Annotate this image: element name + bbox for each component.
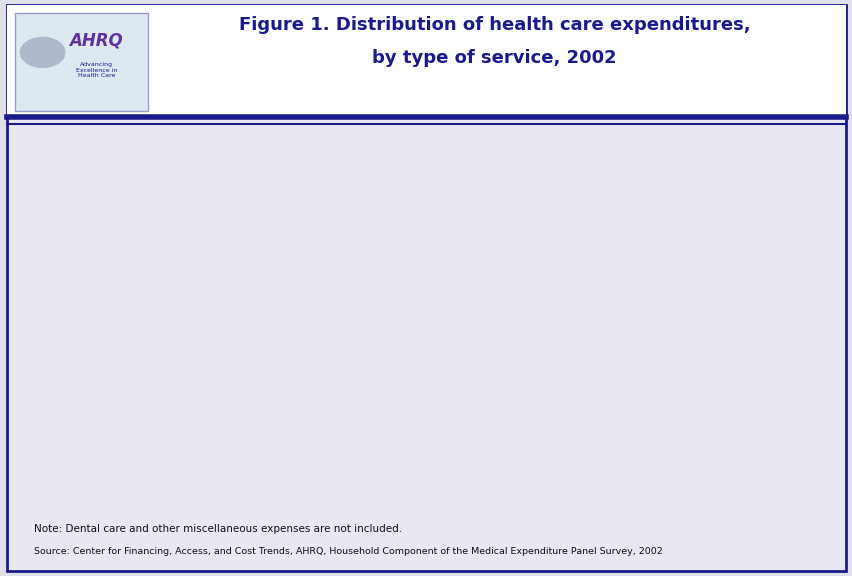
Text: 35.4%: 35.4% bbox=[789, 335, 832, 348]
Text: AHRQ: AHRQ bbox=[70, 32, 123, 50]
Text: 3.0%: 3.0% bbox=[588, 468, 623, 481]
Text: Home Health: Home Health bbox=[529, 465, 606, 475]
Text: Advancing
Excellence in
Health Care: Advancing Excellence in Health Care bbox=[76, 62, 117, 78]
Text: 4.3%: 4.3% bbox=[613, 468, 648, 481]
Bar bbox=[211, 460, 227, 480]
Bar bbox=[7, 5, 845, 117]
Text: 36.9%: 36.9% bbox=[219, 464, 262, 478]
Wedge shape bbox=[126, 291, 222, 416]
Text: by type of service, 2002: by type of service, 2002 bbox=[372, 48, 616, 67]
Wedge shape bbox=[95, 164, 222, 374]
Wedge shape bbox=[504, 164, 630, 365]
Text: 6.4%: 6.4% bbox=[384, 215, 418, 228]
Bar bbox=[605, 460, 620, 480]
Text: Prescribed Medicines: Prescribed Medicines bbox=[630, 465, 755, 475]
Text: Source: Center for Financing, Access, and Cost Trends, AHRQ, Household Component: Source: Center for Financing, Access, an… bbox=[34, 547, 662, 556]
Text: 36.4%: 36.4% bbox=[20, 202, 63, 215]
Text: 22.3%: 22.3% bbox=[789, 202, 832, 215]
Bar bbox=[504, 460, 521, 480]
Title: Injury-related conditions
Total=$73.4 billion: Injury-related conditions Total=$73.4 bi… bbox=[129, 99, 314, 127]
Text: Figure 1. Distribution of health care expenditures,: Figure 1. Distribution of health care ex… bbox=[239, 16, 750, 35]
Bar bbox=[15, 13, 147, 111]
Text: Emergency Department: Emergency Department bbox=[236, 465, 375, 475]
Text: Note: Dental care and other miscellaneous expenses are not included.: Note: Dental care and other miscellaneou… bbox=[34, 524, 402, 534]
Wedge shape bbox=[544, 291, 757, 418]
Wedge shape bbox=[630, 164, 665, 291]
Text: Hospital Inpatient: Hospital Inpatient bbox=[386, 465, 492, 475]
Wedge shape bbox=[222, 186, 328, 291]
Wedge shape bbox=[222, 164, 293, 291]
Bar bbox=[75, 460, 91, 480]
Wedge shape bbox=[528, 291, 630, 383]
Text: 9.5%: 9.5% bbox=[296, 126, 330, 139]
Wedge shape bbox=[199, 222, 348, 418]
Circle shape bbox=[20, 37, 65, 67]
Text: 35.0%: 35.0% bbox=[422, 272, 465, 285]
Bar bbox=[361, 460, 377, 480]
Wedge shape bbox=[630, 169, 757, 304]
Title: Other conditions
Total=$654.9 billion: Other conditions Total=$654.9 billion bbox=[556, 99, 705, 127]
Text: 10.8%: 10.8% bbox=[16, 329, 60, 342]
Text: Ambulatory: Ambulatory bbox=[100, 465, 168, 475]
